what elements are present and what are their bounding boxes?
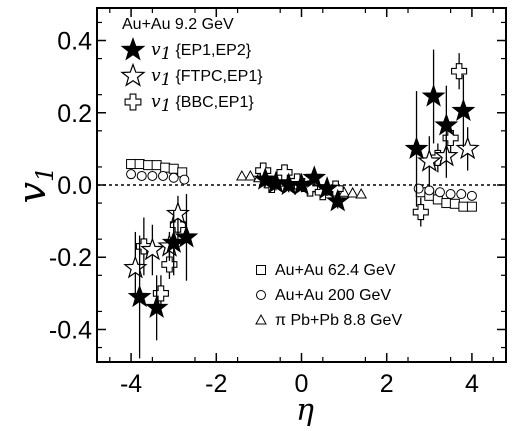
- x-tick-label: 4: [465, 370, 479, 398]
- legend-v-symbol: v: [151, 92, 161, 112]
- data-point-circle: [158, 170, 169, 181]
- data-point-triangle: [346, 186, 359, 198]
- legend-method: {FTPC,EP1}: [175, 68, 263, 85]
- data-point-star-open: [140, 237, 165, 261]
- data-point-star-filled: [434, 112, 459, 136]
- axis-ticks: -4 -2 0 2 4 -0.4 -0.2 0.0 0.2 0.4: [49, 8, 506, 398]
- data-point-triangle: [236, 169, 248, 181]
- data-point-star-filled: [421, 84, 446, 107]
- legend-marker-square: [256, 265, 266, 275]
- data-point-star-filled: [404, 136, 429, 160]
- data-point-star-open: [417, 148, 442, 172]
- data-point-star-filled: [127, 284, 152, 308]
- legend-v-symbol: v: [151, 66, 161, 86]
- data-point-square: [126, 159, 137, 170]
- data-point-circle: [168, 172, 179, 183]
- x-tick-label: 0: [295, 370, 309, 398]
- y-tick-label: 0.0: [57, 172, 92, 200]
- legend-method: {EP1,EP2}: [175, 42, 251, 59]
- legend-bottom: Au+Au 62.4 GeV Au+Au 200 GeV π Pb+Pb 8.8 G…: [255, 262, 402, 329]
- legend-v-subscript: 1: [161, 44, 172, 64]
- y-axis-title-main: v: [10, 181, 54, 203]
- data-point-square: [466, 201, 477, 212]
- data-point-circle: [434, 187, 445, 198]
- data-point-star-filled: [253, 167, 278, 190]
- data-point-cross-open: [161, 256, 178, 273]
- legend-bottom-entry-label: Au+Au 62.4 GeV: [275, 262, 396, 279]
- data-point-circle: [413, 183, 424, 194]
- data-point-star-filled: [174, 224, 199, 248]
- x-axis-title: η: [296, 393, 314, 428]
- legend-marker-star-filled: [120, 37, 146, 61]
- data-point-cross-open: [412, 204, 429, 221]
- data-point-star-open: [123, 255, 148, 279]
- data-point-triangle: [355, 188, 367, 199]
- data-point-star-filled: [451, 98, 476, 121]
- data-point-square: [143, 160, 154, 171]
- y-tick-label: -0.4: [49, 316, 92, 344]
- data-point-square: [168, 163, 179, 174]
- legend-bottom-entry-label: π Pb+Pb 8.8 GeV: [275, 312, 402, 329]
- data-point-circle: [466, 190, 477, 201]
- legend-top: Au+Au 9.2 GeV v1 {EP1,EP2}v1 {FTPC,EP1}v1{…: [120, 16, 263, 116]
- y-tick-label: 0.4: [57, 28, 92, 56]
- x-tick-label: 2: [380, 370, 394, 398]
- x-tick-label: -2: [205, 370, 227, 398]
- y-tick-label: -0.2: [49, 244, 92, 272]
- data-point-square: [151, 160, 162, 171]
- legend-marker-circle: [256, 290, 266, 300]
- legend-v-subscript: 1: [161, 70, 172, 90]
- data-point-square: [458, 201, 469, 212]
- data-point-star-filled: [325, 188, 350, 212]
- legend-top-entry-label: v1 {FTPC,EP1}: [151, 66, 263, 90]
- data-point-triangle: [244, 169, 257, 181]
- svg-text:v1: v1: [10, 167, 59, 204]
- legend-top-entry-label: v1 {EP1,EP2}: [151, 40, 252, 64]
- data-point-star-filled: [315, 176, 339, 199]
- legend-marker-cross-open: [124, 93, 142, 111]
- y-axis-title-sub: 1: [31, 167, 59, 182]
- data-point-star-filled: [144, 295, 169, 318]
- data-layer: [123, 49, 480, 359]
- y-axis-title: v1: [10, 167, 59, 204]
- x-tick-label: -4: [120, 370, 142, 398]
- data-point-cross-open: [451, 63, 468, 80]
- data-point-square: [160, 162, 171, 173]
- legend-marker-star-open: [120, 62, 146, 87]
- data-point-circle: [424, 185, 435, 196]
- series-star-filled: [127, 49, 476, 359]
- data-point-star-filled: [264, 170, 288, 194]
- data-point-star-open: [165, 201, 191, 225]
- data-point-square: [441, 198, 452, 209]
- legend-v-symbol: v: [151, 40, 161, 60]
- data-point-circle: [445, 189, 456, 200]
- legend-marker-triangle: [255, 313, 267, 325]
- data-point-circle: [179, 174, 190, 185]
- data-point-cross-open: [152, 285, 169, 302]
- data-point-square: [134, 159, 145, 170]
- legend-top-title: Au+Au 9.2 GeV: [122, 16, 234, 33]
- legend-v-subscript: 1: [161, 96, 172, 116]
- legend-method: {BBC,EP1}: [175, 94, 254, 111]
- data-point-circle: [147, 170, 158, 181]
- data-point-circle: [136, 170, 147, 181]
- series-square: [126, 159, 477, 212]
- data-point-star-filled: [302, 165, 327, 188]
- legend-top-entry-label: v1 {BBC,EP1}: [151, 92, 254, 116]
- legend-bottom-entry-label: Au+Au 200 GeV: [275, 287, 391, 304]
- data-point-square: [449, 198, 460, 209]
- data-point-circle: [456, 189, 467, 200]
- series-circle: [126, 169, 477, 201]
- y-tick-label: 0.2: [57, 100, 92, 128]
- data-point-circle: [126, 169, 137, 180]
- data-point-star-open: [455, 136, 480, 160]
- data-point-star-filled: [161, 230, 186, 253]
